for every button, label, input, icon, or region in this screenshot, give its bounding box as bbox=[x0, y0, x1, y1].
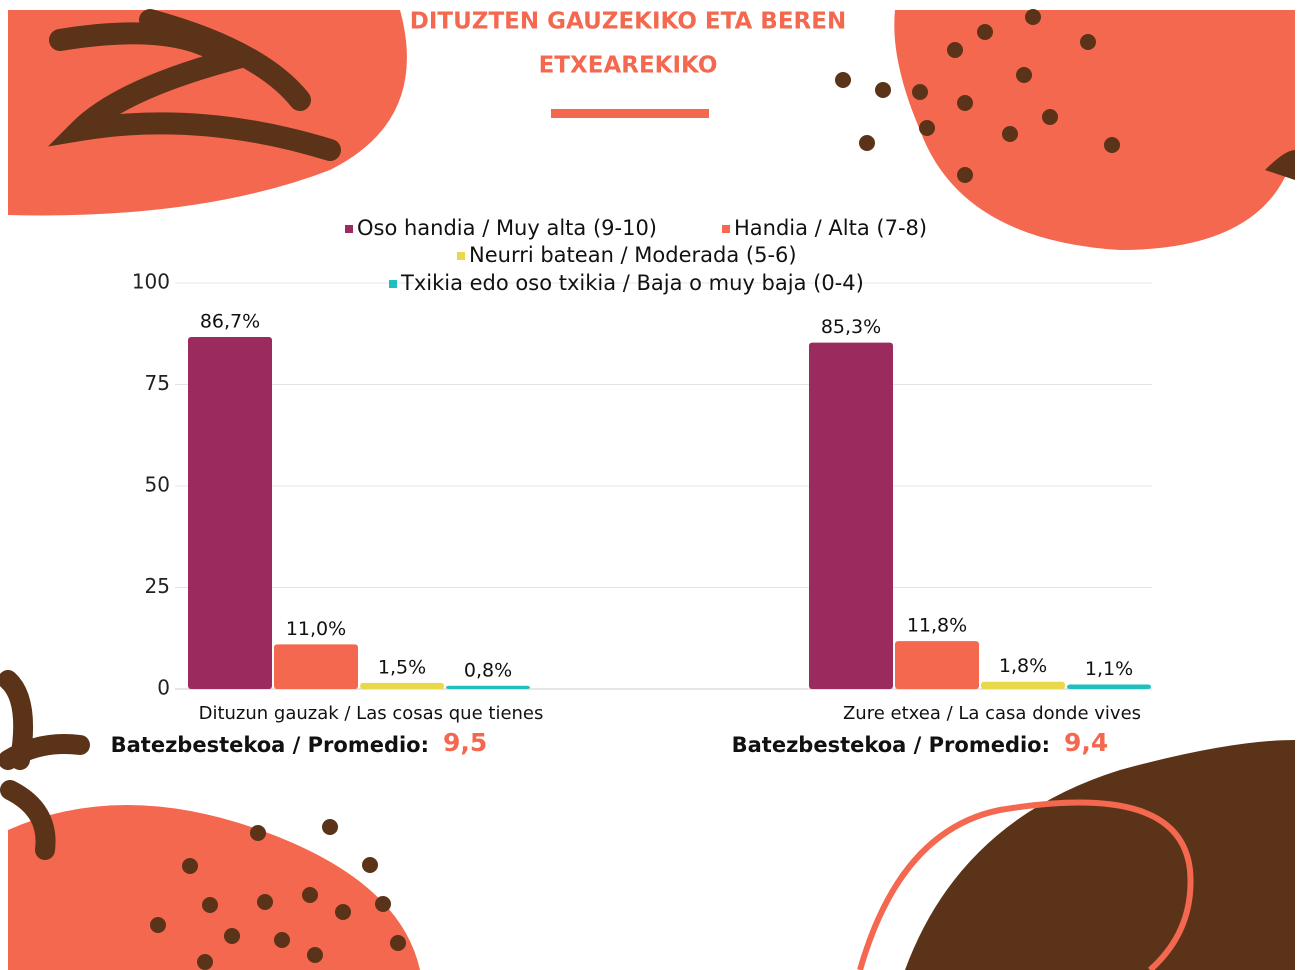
bar bbox=[274, 644, 358, 689]
title-line: DITUZTEN GAUZEKIKO ETA BEREN bbox=[410, 9, 846, 35]
value-label: 85,3% bbox=[821, 316, 881, 338]
average-value: 9,5 bbox=[443, 728, 487, 757]
average-value: 9,4 bbox=[1064, 728, 1108, 757]
value-label: 1,8% bbox=[999, 655, 1047, 677]
value-label: 11,8% bbox=[907, 615, 967, 637]
legend-swatch bbox=[457, 252, 465, 260]
y-tick-label: 100 bbox=[132, 270, 170, 294]
legend-label: Oso handia / Muy alta (9-10) bbox=[357, 216, 657, 240]
bar bbox=[360, 682, 444, 689]
bar bbox=[446, 685, 530, 689]
bar bbox=[981, 681, 1065, 689]
value-label: 86,7% bbox=[200, 310, 260, 332]
legend-label: Handia / Alta (7-8) bbox=[734, 216, 927, 240]
value-label: 11,0% bbox=[286, 618, 346, 640]
value-label: 1,1% bbox=[1085, 658, 1133, 680]
x-tick-label: Dituzun gauzak / Las cosas que tienes bbox=[199, 703, 544, 724]
legend-label: Neurri batean / Moderada (5-6) bbox=[469, 243, 797, 267]
bar bbox=[809, 342, 893, 689]
legend-swatch bbox=[389, 280, 397, 288]
y-tick-label: 25 bbox=[145, 574, 170, 598]
decoration bbox=[0, 9, 1295, 970]
value-label: 1,5% bbox=[378, 656, 426, 678]
title-underline bbox=[551, 109, 709, 118]
bar bbox=[1067, 684, 1151, 689]
x-tick-label: Zure etxea / La casa donde vives bbox=[843, 703, 1141, 724]
average-label: Batezbestekoa / Promedio: bbox=[111, 733, 429, 757]
legend-swatch bbox=[345, 225, 353, 233]
value-label: 0,8% bbox=[464, 659, 512, 681]
y-tick-label: 75 bbox=[145, 371, 170, 395]
legend-swatch bbox=[722, 225, 730, 233]
average-label: Batezbestekoa / Promedio: bbox=[732, 733, 1050, 757]
legend-label: Txikia edo oso txikia / Baja o muy baja … bbox=[400, 271, 864, 295]
y-tick-label: 0 bbox=[157, 676, 170, 700]
bar bbox=[188, 336, 272, 689]
y-tick-label: 50 bbox=[145, 473, 170, 497]
title-line: ETXEAREKIKO bbox=[539, 53, 718, 79]
bar bbox=[895, 641, 979, 689]
